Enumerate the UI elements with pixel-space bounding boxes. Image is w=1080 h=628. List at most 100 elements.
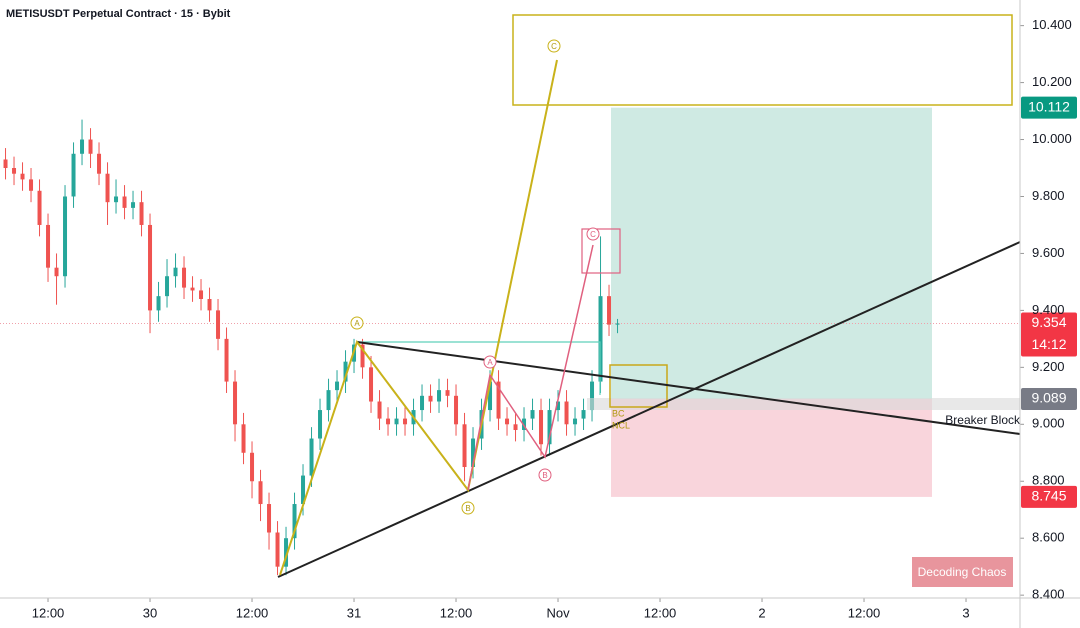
candle-body [369,367,374,402]
candle-body [301,475,306,505]
y-tick-label: 9.600 [1032,245,1065,260]
wave-label-text: C [590,230,596,239]
candle-body [3,159,8,169]
x-tick-label: Nov [546,605,570,620]
candle-body [139,202,144,225]
candle-body [318,410,323,439]
wave-path [279,59,558,576]
candle-body [233,381,238,425]
y-tick-label: 9.200 [1032,359,1065,374]
candle-body [156,296,161,311]
candle-body [445,390,450,396]
candle-body [250,452,255,482]
candle-body [530,410,535,419]
y-tick-label: 8.400 [1032,587,1065,602]
candle-body [207,299,212,311]
candle-body [581,410,586,419]
candle-body [454,395,459,425]
drawings: A B C A B C Breaker Block BC NCL Decodin… [277,14,1021,587]
candle-body [598,296,603,382]
candle-body [267,504,272,533]
y-tick-label: 8.600 [1032,530,1065,545]
wave-label-text: C [551,42,557,51]
candle-body [590,381,595,411]
watermark-badge [912,557,1013,587]
price-tags: 10.112 9.354 14:12 9.089 8.745 [1021,96,1077,508]
candle-body [488,381,493,411]
candle-body [29,179,34,191]
candle-body [122,196,127,208]
price-tag-label: 9.089 [1031,390,1066,406]
x-tick-label: 12:00 [848,605,881,620]
x-tick-label: 3 [962,605,969,620]
candle-body [360,344,365,368]
candle-body [80,139,85,154]
price-tag [1021,387,1077,410]
candle-body [54,267,59,277]
candle-body [105,173,110,203]
wave-label: A [350,316,364,330]
chart-title: METISUSDT Perpetual Contract · 15 · Bybi… [6,8,231,20]
wave-label: B [461,501,475,515]
y-tick-label: 8.800 [1032,473,1065,488]
candle-body [165,276,170,297]
price-tag [1021,96,1077,119]
candle-body [573,418,578,425]
wave-label: C [586,227,600,241]
price-tag [1021,485,1077,508]
grid [47,25,1024,602]
loss-zone [611,398,932,497]
candle-body [386,418,391,425]
position-zones [0,107,1020,497]
candle-body [97,153,102,174]
profit-zone [611,107,932,399]
price-tag-label: 8.745 [1031,488,1066,504]
y-tick-label: 9.000 [1032,416,1065,431]
x-tick-label: 2 [758,605,765,620]
price-tag-label: 9.354 [1031,314,1066,330]
price-tag [1021,312,1077,357]
candle-body [309,438,314,476]
candle-body [377,401,382,419]
candle-body [216,310,221,339]
candle-body [394,418,399,425]
candle-body [224,338,229,382]
candle-body [564,401,569,425]
candle-body [547,410,552,445]
candle-body [471,438,476,468]
wave-label: B [538,468,552,482]
bc-label: BC [612,408,625,418]
watermark: Decoding Chaos [918,565,1007,579]
candle-body [343,361,348,382]
candle-body [462,424,467,468]
candle-body [258,481,263,505]
candle-body [88,139,93,154]
candle-body [335,381,340,391]
x-tick-label: 30 [143,605,157,620]
candle-body [284,538,289,567]
wave-label-text: B [542,471,547,480]
candle-body [496,381,501,419]
candle-body [12,168,17,174]
wave-label: C [547,39,561,53]
trend-line [356,341,1021,435]
y-tick-label: 10.000 [1032,131,1072,146]
candle-body [420,395,425,411]
candle-body [275,532,280,567]
candle-body [20,173,25,180]
candles [3,119,620,576]
breaker-label: Breaker Block [945,413,1021,427]
candle-body [148,224,153,311]
y-tick-label: 10.200 [1032,74,1072,89]
candle-body [182,267,187,288]
y-tick-label: 10.400 [1032,17,1072,32]
candle-body [428,395,433,402]
candle-body [131,202,136,208]
wave-label-text: A [487,358,493,367]
candle-body [522,418,527,430]
candle-body [615,323,620,325]
candle-body [63,196,68,277]
candle-body [505,418,510,425]
candle-body [513,424,518,430]
